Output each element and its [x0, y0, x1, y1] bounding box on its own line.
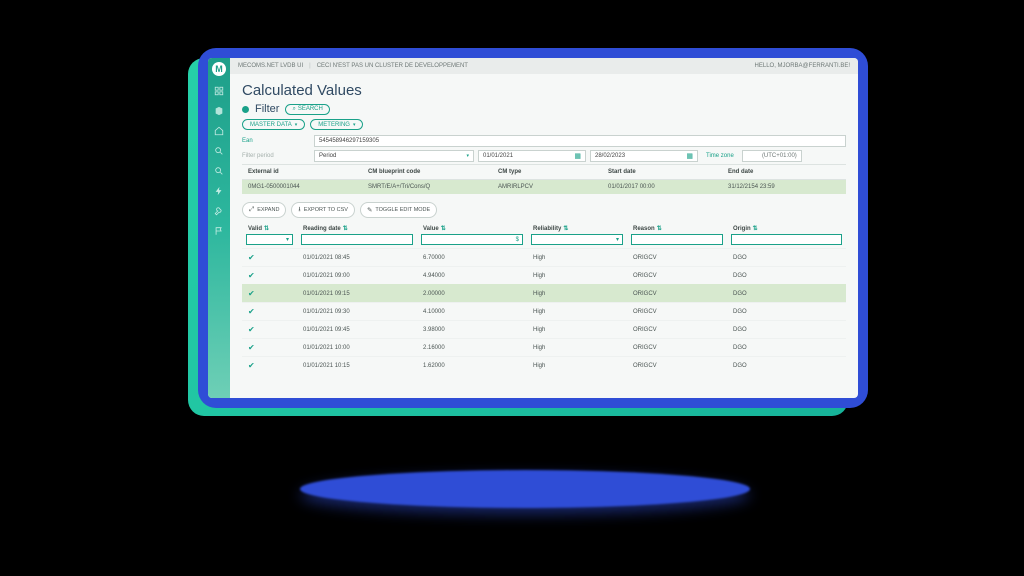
col-reason[interactable]: Reason⇅	[627, 222, 727, 234]
check-icon: ✔	[248, 289, 255, 298]
sort-icon: ⇅	[343, 226, 348, 232]
table-row[interactable]: ✔01/01/2021 09:152.00000HighORIGCVDGO	[242, 285, 846, 303]
collapse-toggle-icon[interactable]	[242, 106, 249, 113]
col-reliability[interactable]: Reliability⇅	[527, 222, 627, 234]
calendar-icon: ▦	[686, 152, 693, 160]
page-title: Calculated Values	[242, 82, 846, 99]
package-icon[interactable]	[214, 106, 224, 116]
toggle-edit-button[interactable]: ✎TOGGLE EDIT MODE	[360, 202, 437, 218]
timezone-select[interactable]: (UTC+01:00)	[742, 150, 802, 162]
period-label: Filter period	[242, 150, 314, 162]
ean-input[interactable]: 545458946297159305	[314, 135, 846, 147]
col-start[interactable]: Start date	[602, 165, 722, 180]
download-icon: ⭳	[298, 205, 300, 216]
summary-table: External id CM blueprint code CM type St…	[242, 164, 846, 194]
app-logo[interactable]: M	[212, 62, 226, 76]
check-icon: ✔	[248, 343, 255, 352]
sort-icon: ⇅	[441, 226, 446, 232]
caret-down-icon: ▾	[353, 122, 356, 128]
chip-metering[interactable]: METERING▾	[310, 119, 363, 130]
values-table: Valid⇅ Reading date⇅ Value⇅ Reliability⇅…	[242, 222, 846, 374]
user-greeting[interactable]: HELLO, MJORBA@FERRANTI.BE!	[755, 63, 850, 69]
pencil-icon: ✎	[367, 206, 372, 214]
filter-valid[interactable]: ▾	[246, 234, 293, 245]
date-from-input[interactable]: 01/01/2021▦	[478, 150, 586, 162]
sort-icon: ⇅	[753, 226, 758, 232]
expand-button[interactable]: ⤢EXPAND	[242, 202, 286, 218]
expand-icon: ⤢	[249, 206, 254, 214]
table-row[interactable]: ✔01/01/2021 08:456.70000HighORIGCVDGO	[242, 249, 846, 267]
col-cm-type[interactable]: CM type	[492, 165, 602, 180]
col-value[interactable]: Value⇅	[417, 222, 527, 234]
filter-value[interactable]: $	[421, 234, 523, 245]
timezone-label: Time zone	[702, 153, 738, 159]
period-select[interactable]: Period▾	[314, 150, 474, 162]
col-origin[interactable]: Origin⇅	[727, 222, 846, 234]
export-csv-button[interactable]: ⭳EXPORT TO CSV	[291, 202, 355, 218]
calendar-icon: ▦	[574, 152, 581, 160]
check-icon: ✔	[248, 325, 255, 334]
check-icon: ✔	[248, 307, 255, 316]
shadow-reflection	[300, 470, 750, 508]
app-name: MECOMS.NET LVDB UI	[238, 63, 303, 69]
grid-icon[interactable]	[214, 86, 224, 96]
sort-icon: ⇅	[657, 226, 662, 232]
col-end[interactable]: End date	[722, 165, 846, 180]
env-banner: CECI N'EST PAS UN CLUSTER DE DEVELOPPEME…	[317, 63, 468, 69]
check-icon: ✔	[248, 253, 255, 262]
sidebar: M	[208, 58, 230, 398]
home-icon[interactable]	[214, 126, 224, 136]
col-reading-date[interactable]: Reading date⇅	[297, 222, 417, 234]
col-valid[interactable]: Valid⇅	[242, 222, 297, 234]
search-icon[interactable]	[214, 146, 224, 156]
caret-down-icon: ▾	[295, 122, 298, 128]
col-blueprint[interactable]: CM blueprint code	[362, 165, 492, 180]
check-icon: ✔	[248, 361, 255, 370]
filter-reason[interactable]	[631, 234, 723, 245]
chip-master-data[interactable]: MASTER DATA▾	[242, 119, 305, 130]
filter-reliability[interactable]: ▾	[531, 234, 623, 245]
search-button[interactable]: ⌕ SEARCH	[285, 104, 329, 115]
tablet-frame: M MECOMS.NET LVDB UI | CECI N'EST PAS UN…	[198, 48, 868, 408]
flag-icon[interactable]	[214, 226, 224, 236]
filter-origin[interactable]	[731, 234, 842, 245]
bolt-icon[interactable]	[214, 186, 224, 196]
filter-heading: Filter	[255, 103, 279, 115]
search2-icon[interactable]	[214, 166, 224, 176]
search-label: SEARCH	[298, 106, 323, 112]
check-icon: ✔	[248, 271, 255, 280]
sort-icon: ⇅	[563, 226, 568, 232]
table-row[interactable]: ✔01/01/2021 09:453.98000HighORIGCVDGO	[242, 321, 846, 339]
table-row[interactable]: ✔01/01/2021 10:002.16000HighORIGCVDGO	[242, 339, 846, 357]
top-bar: MECOMS.NET LVDB UI | CECI N'EST PAS UN C…	[230, 58, 858, 74]
app-screen: M MECOMS.NET LVDB UI | CECI N'EST PAS UN…	[208, 58, 858, 398]
date-to-input[interactable]: 28/02/2023▦	[590, 150, 698, 162]
summary-row[interactable]: 0MG1-0500001044 SMRT/E/A+/Tri/Cons/Q AMR…	[242, 180, 846, 195]
wrench-icon[interactable]	[214, 206, 224, 216]
table-row[interactable]: ✔01/01/2021 09:004.94000HighORIGCVDGO	[242, 267, 846, 285]
magnifier-icon: ⌕	[292, 106, 295, 113]
table-row[interactable]: ✔01/01/2021 09:304.10000HighORIGCVDGO	[242, 303, 846, 321]
col-external-id[interactable]: External id	[242, 165, 362, 180]
caret-down-icon: ▾	[466, 153, 469, 159]
ean-label: Ean	[242, 135, 314, 147]
table-row[interactable]: ✔01/01/2021 10:151.62000HighORIGCVDGO	[242, 357, 846, 375]
filter-date[interactable]	[301, 234, 413, 245]
sort-icon: ⇅	[264, 226, 269, 232]
